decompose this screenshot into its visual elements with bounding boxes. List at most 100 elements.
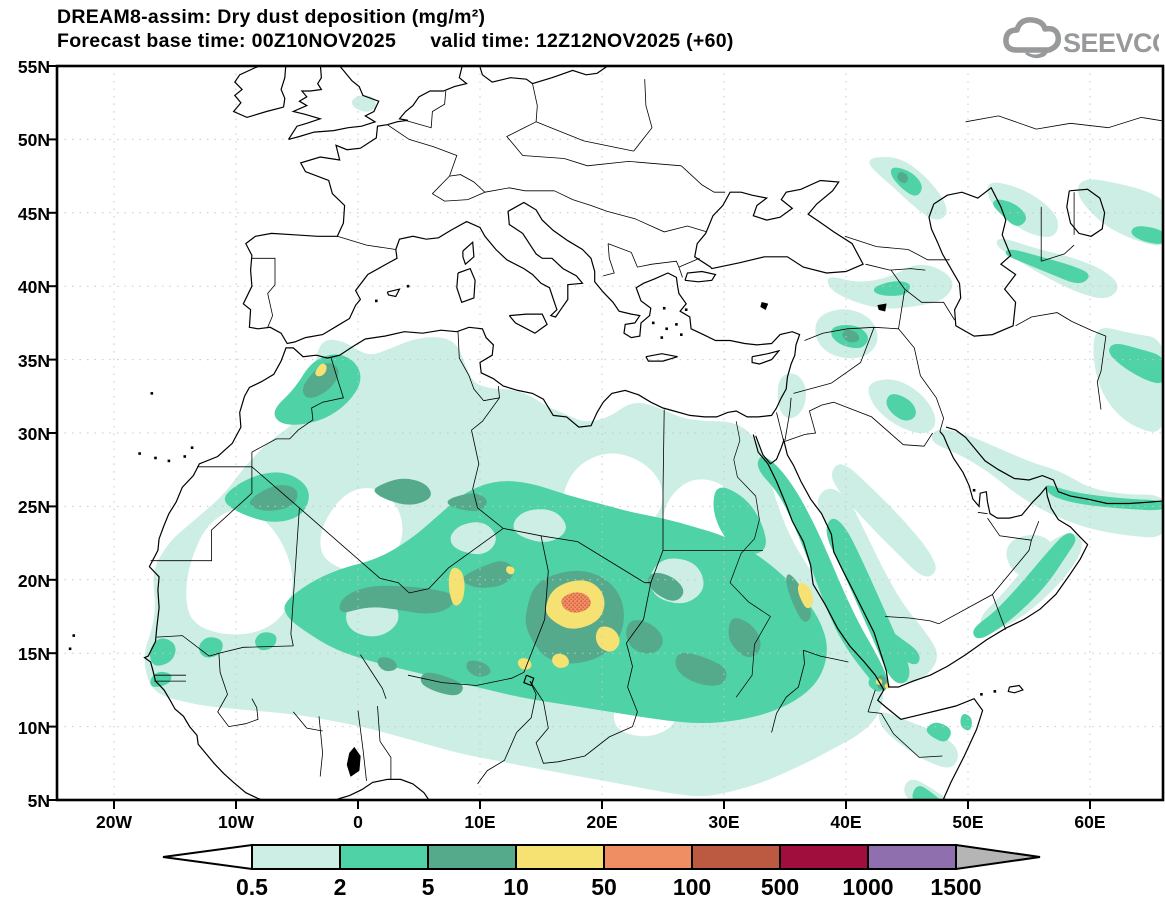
country-border [662, 409, 665, 551]
coastline [143, 66, 801, 800]
country-border [865, 263, 926, 271]
lon-tick-label: 0 [353, 812, 363, 832]
contour-level-5 [466, 660, 491, 677]
lat-tick-label: 45N [17, 203, 50, 224]
island-speck [680, 333, 683, 336]
country-border [977, 511, 988, 515]
scale-cell [779, 844, 869, 870]
contour-level-0.5 [987, 182, 1059, 238]
contour-level-0.5 [931, 429, 1163, 538]
lat-tick-label: 30N [17, 424, 50, 444]
lon-tick-label: 10E [464, 812, 496, 832]
scale-value-label: 2 [334, 874, 347, 900]
lon-tick-label: 20E [586, 812, 618, 832]
country-border [217, 653, 259, 728]
contour-level-5 [842, 329, 860, 343]
country-border [554, 190, 708, 233]
contour-level-5 [462, 561, 514, 588]
seevccc-logo: SEEVCCC [1003, 17, 1159, 59]
contour-level-5 [648, 572, 684, 601]
coastline [386, 288, 401, 298]
scale-value-label: 1000 [842, 874, 893, 900]
island-speck [993, 690, 997, 693]
contour-level-2 [865, 617, 920, 665]
contour-level-10 [506, 566, 515, 575]
island-speck [675, 323, 678, 326]
contour-level-2 [1109, 344, 1163, 384]
contour-level-50 [561, 592, 591, 613]
contour-level-2 [886, 394, 916, 421]
country-border [523, 535, 549, 673]
coastline [684, 270, 717, 283]
island-speck [684, 308, 688, 311]
country-border [771, 650, 805, 733]
lon-tick-label: 60E [1074, 812, 1106, 832]
scale-cell [603, 844, 693, 870]
island-speck [980, 693, 983, 696]
coastline [288, 66, 380, 140]
island-speck [665, 327, 668, 331]
country-border [831, 327, 875, 384]
country-border [867, 711, 943, 758]
country-border [1015, 312, 1107, 337]
contour-level-5 [339, 585, 454, 614]
scale-value-label: 10 [503, 874, 529, 900]
country-border [625, 582, 652, 727]
country-border [844, 235, 950, 261]
country-border [337, 235, 396, 250]
island-speck [68, 647, 72, 651]
coastline [456, 267, 476, 304]
lat-tick-label: 15N [17, 644, 50, 665]
coastline [752, 434, 984, 800]
island-speck [972, 488, 976, 492]
island-speck [406, 284, 410, 288]
country-border [156, 635, 210, 657]
country-border [209, 645, 294, 657]
country-border [783, 401, 834, 443]
lat-tick-label: 10N [17, 717, 50, 738]
scale-value-label: 100 [673, 874, 711, 900]
scale-arrow-left [162, 843, 253, 871]
country-border [938, 520, 1040, 625]
country-border [251, 357, 344, 467]
river [729, 421, 771, 698]
coastline [462, 240, 475, 266]
island-speck [154, 456, 157, 460]
scale-value-label: 5 [422, 874, 435, 900]
lon-tick-label: 20W [96, 812, 132, 832]
coastline [694, 179, 864, 274]
contour-level-2 [1045, 485, 1163, 511]
coastline [523, 674, 535, 687]
country-border [529, 680, 633, 764]
country-border [890, 269, 955, 321]
plot-title: DREAM8-assim: Dry dust deposition (mg/m²… [57, 6, 486, 28]
country-border [898, 328, 945, 432]
island-speck [651, 321, 655, 325]
lon-tick-label: 10W [218, 812, 254, 832]
contour-level-5 [420, 672, 463, 696]
contour-level-10 [448, 567, 465, 606]
coastline [945, 426, 1163, 505]
geography [53, 66, 1163, 800]
scale-value-label: 500 [761, 874, 799, 900]
scale-value-label: 1500 [930, 874, 981, 900]
contour-level-2 [150, 671, 172, 687]
country-border [776, 412, 785, 442]
contour-level-0.5 [878, 712, 958, 768]
contour-level-5 [728, 618, 761, 658]
coastline [645, 353, 678, 362]
lat-tick-label: 40N [17, 277, 50, 298]
lake [760, 301, 769, 311]
country-border [379, 528, 504, 594]
island-speck [662, 306, 666, 310]
lat-tick-label: 35N [17, 350, 50, 371]
coastline [1066, 188, 1106, 237]
country-border [607, 243, 700, 268]
coastline [755, 431, 1089, 688]
contour-level-5 [374, 478, 431, 505]
island-speck [53, 636, 56, 639]
contour-level-2 [713, 487, 766, 555]
lat-tick-label: 25N [17, 497, 50, 518]
country-border [506, 83, 565, 159]
country-border [471, 385, 542, 537]
